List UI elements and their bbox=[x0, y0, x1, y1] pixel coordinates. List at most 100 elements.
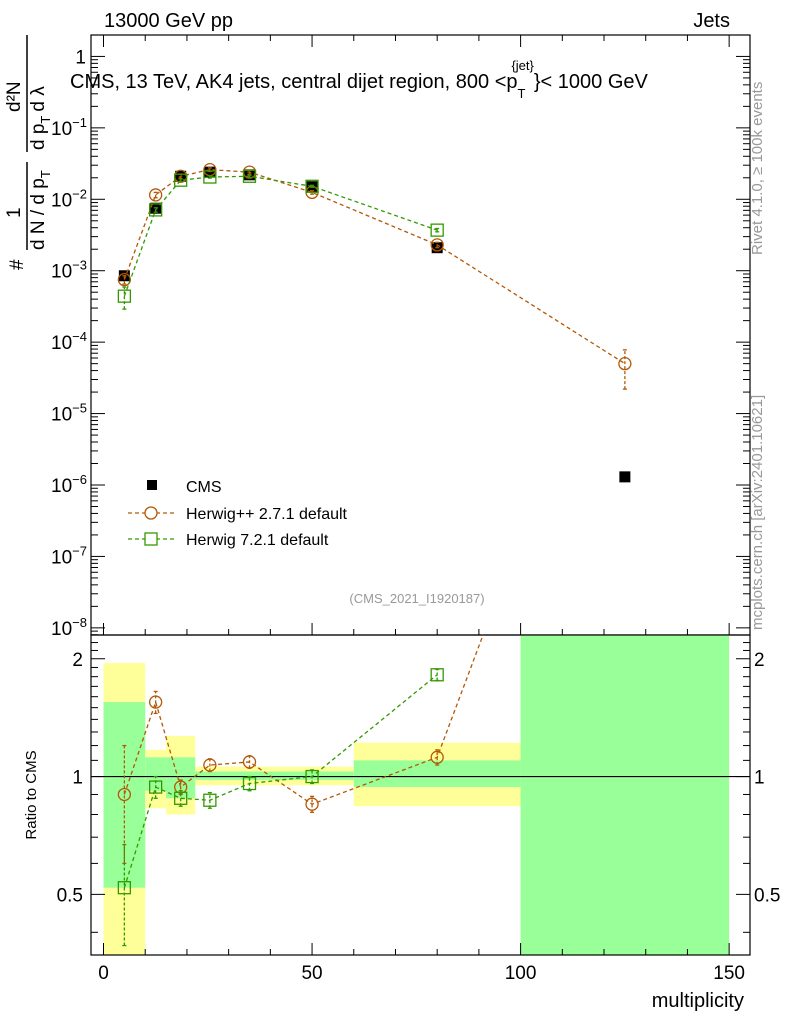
ratio-plot-frame bbox=[90, 634, 751, 956]
x-tick-label-0: 0 bbox=[98, 963, 109, 984]
ratio-point-herwigpp bbox=[430, 750, 444, 764]
ratio-y-tick-label-left-0: 0.5 bbox=[57, 885, 83, 906]
ratio-y-tick-label-right-2: 2 bbox=[754, 650, 765, 671]
main-point-cms bbox=[619, 471, 631, 483]
header-group-label: Jets bbox=[693, 10, 730, 32]
legend-herwig7-marker bbox=[144, 532, 158, 546]
legend-cms-label: CMS bbox=[186, 479, 222, 496]
analysis-id-label: (CMS_2021_I1920187) bbox=[349, 591, 484, 606]
main-y-tick-label-3: 10−3 bbox=[51, 258, 87, 283]
ratio-band-inner-1 bbox=[145, 757, 167, 791]
main-y-tick-label-6: 10−6 bbox=[51, 472, 87, 497]
x-tick-label-1: 50 bbox=[301, 963, 322, 984]
main-y-tick-exponent: −1 bbox=[72, 115, 87, 130]
main-point-herwig7 bbox=[203, 170, 217, 184]
legend-cms-marker bbox=[147, 480, 157, 490]
ratio-point-herwig7 bbox=[430, 668, 444, 682]
main-y-tick-base: 10 bbox=[51, 262, 72, 283]
mcplots-reference-label: mcplots.cern.ch [arXiv:2401.10621] bbox=[749, 395, 766, 630]
ratio-point-herwig7 bbox=[117, 881, 132, 895]
main-y-tick-exponent: −5 bbox=[72, 401, 87, 416]
chart-title-sup: {jet} bbox=[511, 58, 534, 73]
main-y-tick-base: 10 bbox=[51, 333, 72, 354]
ratio-y-tick-label-right-0: 0.5 bbox=[754, 885, 780, 906]
ylabel-den2-text: d p bbox=[28, 124, 49, 150]
main-point-herwig7 bbox=[117, 289, 132, 303]
main-y-tick-label-1: 10−1 bbox=[51, 115, 87, 140]
legend: CMS Herwig++ 2.7.1 default Herwig 7.2.1 … bbox=[128, 479, 348, 549]
ylabel-den1: d N / d pT bbox=[28, 170, 53, 250]
ratio-point-herwigpp bbox=[148, 695, 163, 709]
main-point-herwigpp bbox=[430, 238, 444, 252]
main-y-tick-label-2: 10−2 bbox=[51, 186, 87, 211]
main-y-tick-label-0: 1 bbox=[75, 47, 86, 68]
ratio-point-herwig7 bbox=[203, 793, 217, 807]
ratio-point-herwig7 bbox=[174, 791, 188, 805]
main-y-tick-exponent: −7 bbox=[72, 543, 87, 558]
main-series-line-herwigpp bbox=[123, 168, 626, 365]
ylabel-den1-sub: T bbox=[38, 170, 53, 178]
ylabel-hash-1: # bbox=[7, 259, 28, 270]
header-process-label: 13000 GeV pp bbox=[104, 10, 233, 32]
main-point-herwig7 bbox=[305, 179, 319, 193]
main-point-herwigpp bbox=[148, 188, 163, 202]
main-y-tick-base: 10 bbox=[51, 547, 72, 568]
ratio-y-tick-label-right-1: 1 bbox=[754, 768, 765, 789]
plot-layer: 0 50 100 150110−110−210−310−410−510−610−710… bbox=[51, 35, 780, 984]
chart-title-suffix: }< 1000 GeV bbox=[534, 71, 649, 93]
ratio-point-herwigpp bbox=[305, 797, 319, 811]
main-y-tick-base: 10 bbox=[51, 405, 72, 426]
ratio-point-herwig7 bbox=[305, 769, 319, 784]
main-point-herwig7 bbox=[148, 203, 163, 217]
x-axis-label: multiplicity bbox=[652, 990, 744, 1012]
main-series-line-herwig7 bbox=[123, 175, 438, 297]
main-y-tick-base: 10 bbox=[51, 619, 72, 640]
main-point-herwig7 bbox=[430, 223, 444, 237]
main-y-tick-label-8: 10−8 bbox=[51, 615, 87, 640]
ratio-band-inner-5 bbox=[520, 635, 730, 955]
ratio-point-herwigpp bbox=[242, 755, 257, 769]
x-tick-label-2: 100 bbox=[505, 963, 537, 984]
ratio-point-herwig7 bbox=[242, 776, 257, 791]
ratio-point-herwigpp bbox=[203, 758, 217, 772]
rivet-version-label: Rivet 4.1.0, ≥ 100k events bbox=[749, 82, 766, 255]
ratio-y-tick-label-left-1: 1 bbox=[72, 768, 83, 789]
ratio-y-axis-label: Ratio to CMS bbox=[23, 750, 40, 839]
ratio-band-inner-2 bbox=[166, 757, 196, 799]
legend-herwigpp-marker bbox=[144, 506, 158, 520]
main-y-tick-exponent: −3 bbox=[72, 258, 87, 273]
ylabel-den2: d pTd λ bbox=[28, 86, 53, 150]
main-y-tick-exponent: −2 bbox=[72, 186, 87, 201]
main-point-herwigpp bbox=[618, 356, 632, 371]
chart-title-sub: T bbox=[518, 86, 526, 101]
main-y-tick-base: 10 bbox=[51, 476, 72, 497]
ylabel-d2n: d²N bbox=[4, 81, 25, 112]
main-y-tick-exponent: −8 bbox=[72, 615, 87, 630]
main-y-tick-base: 10 bbox=[51, 190, 72, 211]
main-y-tick-label-7: 10−7 bbox=[51, 543, 87, 568]
ratio-series-line-herwigpp bbox=[123, 634, 484, 805]
main-y-tick-base: 10 bbox=[51, 119, 72, 140]
ratio-point-herwig7 bbox=[148, 780, 163, 794]
ylabel-den1-text: d N / d p bbox=[28, 178, 49, 250]
ylabel-den2-tail: d λ bbox=[28, 86, 49, 112]
legend-herwigpp-label: Herwig++ 2.7.1 default bbox=[186, 506, 348, 523]
chart-title-prefix: CMS, 13 TeV, AK4 jets, central dijet reg… bbox=[70, 71, 518, 93]
ratio-panel bbox=[90, 634, 751, 956]
main-y-tick-exponent: −6 bbox=[72, 472, 87, 487]
main-y-tick-label-4: 10−4 bbox=[51, 329, 87, 354]
ratio-point-herwigpp bbox=[117, 787, 132, 802]
ylabel-den2-sub: T bbox=[38, 116, 53, 124]
x-tick-label-3: 150 bbox=[713, 963, 745, 984]
main-point-herwig7 bbox=[242, 169, 257, 183]
ratio-point-herwigpp bbox=[174, 780, 188, 794]
ylabel-one: 1 bbox=[4, 207, 25, 218]
main-y-axis-label: # 1 d N / d pT # d²N d pTd λ bbox=[4, 35, 53, 270]
main-y-tick-label-5: 10−5 bbox=[51, 401, 87, 426]
legend-herwig7-label: Herwig 7.2.1 default bbox=[186, 532, 329, 549]
ratio-band-inner-3 bbox=[195, 771, 354, 780]
ratio-y-tick-label-left-2: 2 bbox=[72, 650, 83, 671]
main-y-tick-exponent: −4 bbox=[72, 329, 87, 344]
main-point-herwig7 bbox=[174, 173, 188, 187]
